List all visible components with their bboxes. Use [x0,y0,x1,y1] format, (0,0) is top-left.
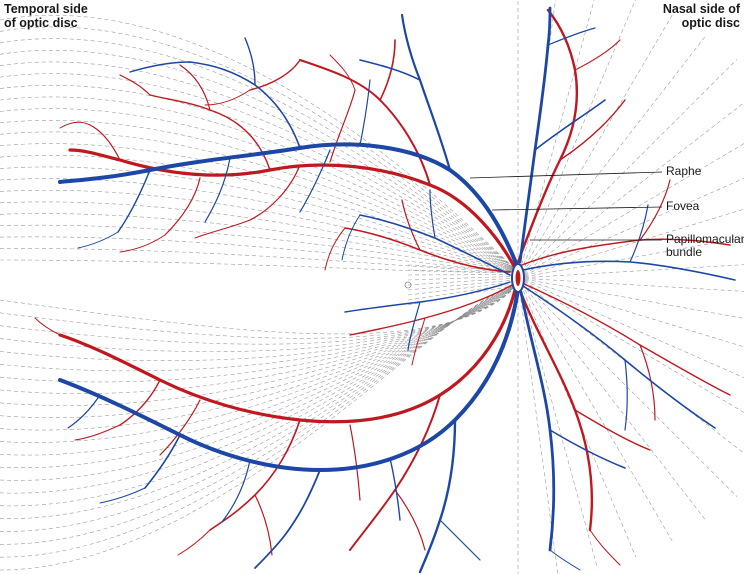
nerve-fiber-arc [0,283,519,361]
nerve-fiber-arc [0,283,519,558]
nerve-fiber-arc [0,283,519,469]
nerve-fiber-arc [0,283,519,571]
nerve-fiber-arc [0,283,519,372]
nerve-fiber-arc [0,283,519,481]
nasal-radial-fiber [517,143,744,279]
nerve-fiber-arc [0,131,519,273]
retinal-veins [58,6,736,574]
nasal-radial-fiber [517,177,744,279]
nasal-radial-fiber [517,277,744,379]
nerve-fiber-arc [0,213,519,273]
nasal-radial-fiber [517,102,744,279]
nasal-radial-fiber [517,14,673,279]
papillomacular-fiber [407,277,519,286]
raphe-leader [469,171,663,179]
nerve-fiber-arc [0,283,519,519]
nerve-fiber-arc [0,236,519,273]
nerve-fiber-arc [0,166,519,273]
nerve-fiber-arc [0,224,519,273]
papillomacular-fiber [407,274,519,276]
nasal-side-label: Nasal side of optic disc [662,2,740,30]
nerve-fiber-arc [0,189,519,273]
fovea-label: Fovea [666,199,700,213]
nerve-fiber-arc [0,283,519,406]
nasal-radial-fiber [517,59,738,279]
nerve-fiber-arc [0,119,519,273]
nasal-radial-fiber [517,0,636,279]
nerve-fiber-arc [0,96,519,273]
fovea-leader [491,206,663,211]
nerve-fiber-arc [0,84,519,273]
nerve-fiber-arc [0,283,519,507]
nasal-radial-fiber [517,277,559,574]
papillomacular-fiber [407,275,519,281]
nerve-fiber-arc [0,26,519,273]
nerve-fiber-arc [0,283,519,443]
nerve-fiber-arc [0,49,519,273]
nasal-radial-fiber [517,277,707,521]
papillomacular-fiber [407,279,519,291]
nasal-radial-fiber [517,277,637,558]
nerve-fiber-arc [0,143,519,273]
optic-disc [511,263,525,293]
papillomacular-fiber [407,282,519,301]
papillomacular-fiber [407,281,519,296]
nerve-fiber-arc [0,248,519,273]
nasal-radial-fiber [517,0,595,279]
nerve-fiber-arc [0,61,519,273]
nerve-fiber-arc [0,73,519,273]
nerve-fiber-arc [0,154,519,273]
papillomacular-bundle-label: Papillomacular bundle [666,232,744,259]
nerve-fiber-arc [0,283,519,494]
nerve-fiber-arc [0,14,519,273]
fovea-marker [404,281,412,289]
nerve-fiber-arc [0,283,519,394]
papillomacular-fiber [407,284,519,306]
nasal-radial-fiber [517,277,744,413]
nerve-fiber-arc [0,201,519,273]
nasal-radial-fiber [517,277,598,569]
raphe-label: Raphe [666,164,702,178]
nerve-fiber-arc [0,283,519,456]
nerve-fiber-arc [0,283,519,532]
papillomacular-fiber [407,269,519,274]
nasal-radial-fiber [517,277,673,542]
retinal-arteries [34,8,731,566]
temporal-side-label: Temporal side of optic disc [4,2,88,30]
nasal-radial-fiber [517,277,744,292]
nerve-fiber-arc [0,283,519,431]
nasal-radial-fiber [517,35,707,279]
nerve-fiber-arc [0,283,519,418]
nerve-fiber-arc [0,108,519,273]
nerve-fiber-arc [0,38,519,273]
label-leaders [469,171,663,241]
nerve-fiber-arc [0,259,519,273]
